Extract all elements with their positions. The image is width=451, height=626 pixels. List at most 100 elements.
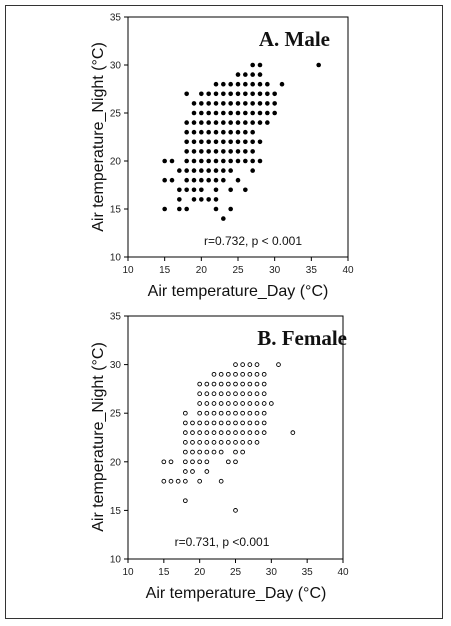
data-point-female-27 [197,401,203,406]
data-point-female-14 [190,469,195,474]
data-point-female-34 [204,430,210,435]
data-point-female-52 [218,430,224,435]
data-point-male-16 [184,129,189,135]
data-point-male-133 [257,62,263,68]
data-point-male-92 [235,158,241,164]
data-point-male-114 [250,158,255,164]
data-point-female-56 [218,391,224,397]
data-point-male-86 [228,120,233,125]
data-point-male-128 [257,110,263,116]
data-point-male-106 [243,129,248,135]
y-tick-label-male-3: 25 [110,109,122,120]
data-point-male-98 [235,101,241,106]
data-point-male-97 [235,110,241,116]
data-point-male-85 [228,129,233,135]
x-tick-label-male-2: 20 [196,265,208,276]
data-point-male-122 [250,81,255,87]
data-point-female-37 [204,401,210,406]
data-point-male-70 [221,158,226,164]
data-point-female-96 [247,381,253,387]
data-point-male-0 [162,206,167,212]
data-point-male-139 [272,110,277,116]
data-point-male-136 [265,101,270,106]
data-point-female-117 [290,430,296,435]
data-point-male-57 [213,168,219,173]
data-point-male-89 [228,91,233,97]
data-point-female-116 [276,362,281,367]
data-point-female-62 [225,420,231,426]
data-point-female-111 [261,401,267,406]
data-point-male-36 [199,139,204,145]
data-point-male-62 [213,120,219,125]
data-point-male-47 [206,139,211,145]
data-point-female-71 [233,440,238,445]
data-point-female-26 [197,410,203,416]
data-point-female-45 [211,401,217,406]
data-point-male-67 [221,216,226,221]
data-point-male-138 [265,81,270,87]
data-point-female-9 [182,449,188,455]
x-tick-label-female-1: 15 [158,567,170,578]
data-point-male-33 [199,168,204,173]
data-point-female-4 [175,478,181,484]
data-point-female-77 [233,381,238,387]
data-point-male-101 [235,72,241,77]
data-point-female-115 [268,401,274,406]
data-point-female-69 [233,459,238,465]
data-point-female-29 [197,381,203,387]
data-point-male-91 [235,177,241,183]
data-point-male-27 [191,120,197,125]
data-point-male-108 [243,110,248,116]
data-point-female-12 [182,420,188,426]
data-point-male-73 [221,129,226,135]
data-point-male-141 [272,91,277,97]
data-point-male-18 [184,91,189,97]
y-tick-label-male-0: 10 [110,253,122,264]
data-point-female-74 [233,410,238,416]
data-point-male-116 [250,139,255,145]
data-point-male-105 [243,139,248,145]
data-point-male-134 [265,120,270,125]
data-point-male-109 [243,101,248,106]
data-point-male-9 [184,206,189,212]
points-female [161,362,296,513]
data-point-male-20 [191,187,197,193]
data-point-female-11 [182,430,188,435]
data-point-male-66 [213,81,219,87]
data-point-female-46 [211,391,217,397]
data-point-male-8 [177,168,182,173]
data-point-female-36 [204,410,210,416]
x-tick-label-female-3: 25 [230,567,242,578]
data-point-female-113 [261,381,267,387]
data-point-female-40 [211,449,217,455]
data-point-female-48 [211,371,217,377]
data-point-male-49 [206,120,211,125]
data-point-male-103 [243,158,248,164]
data-point-female-103 [254,401,260,406]
data-point-male-110 [243,91,248,97]
y-tick-label-male-1: 15 [110,205,122,216]
data-point-male-30 [199,197,204,202]
data-point-female-95 [247,391,253,397]
data-point-female-78 [233,371,238,377]
data-point-female-102 [254,410,260,416]
data-point-male-69 [221,168,226,173]
data-point-female-28 [197,391,203,397]
data-point-female-92 [247,420,253,426]
data-point-male-75 [221,110,226,116]
data-point-male-4 [169,158,175,164]
data-point-male-137 [265,91,270,97]
data-point-male-54 [213,197,219,202]
data-point-male-10 [184,187,189,193]
data-point-female-105 [254,381,260,387]
ticks-female: 10 15 20 25 30 35 40 10 15 20 25 30 35 [110,312,349,579]
data-point-male-48 [206,129,211,135]
data-point-female-94 [247,401,253,406]
data-point-female-16 [190,449,195,455]
data-point-female-33 [204,440,210,445]
data-point-female-23 [197,440,203,445]
y-tick-label-female-3: 25 [110,409,122,420]
data-point-female-81 [240,440,246,445]
panel-female: B. Female r=0.731, p <0.001 Air temperat… [90,312,349,603]
